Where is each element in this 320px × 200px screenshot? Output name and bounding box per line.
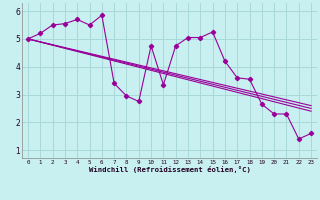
X-axis label: Windchill (Refroidissement éolien,°C): Windchill (Refroidissement éolien,°C) (89, 166, 251, 173)
